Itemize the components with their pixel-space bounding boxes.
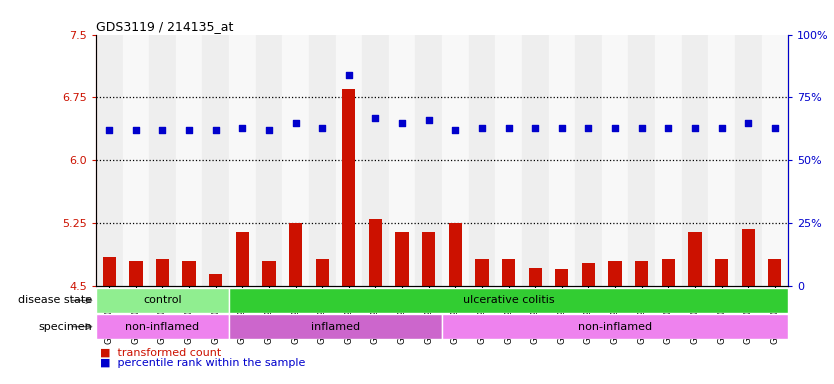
Bar (335, 35, 362, 286)
Bar (502, 259, 515, 286)
Bar (96, 314, 229, 339)
Bar (741, 229, 755, 286)
Point (529, 124, 542, 131)
Bar (449, 223, 462, 286)
Bar (123, 35, 149, 286)
Bar (209, 273, 223, 286)
Text: ■  transformed count: ■ transformed count (100, 348, 221, 358)
Point (582, 124, 595, 131)
Bar (609, 261, 621, 286)
Bar (442, 35, 469, 286)
Bar (735, 35, 761, 286)
Point (315, 124, 329, 131)
Point (262, 127, 275, 133)
Bar (289, 223, 302, 286)
Bar (688, 232, 701, 286)
Bar (442, 314, 788, 339)
Bar (661, 259, 675, 286)
Point (555, 124, 569, 131)
Bar (369, 219, 382, 286)
Text: non-inflamed: non-inflamed (125, 321, 199, 332)
Point (342, 72, 355, 78)
Point (289, 119, 302, 126)
Point (688, 124, 701, 131)
Point (369, 114, 382, 121)
Point (635, 124, 648, 131)
Bar (495, 35, 522, 286)
Bar (422, 232, 435, 286)
Bar (263, 261, 275, 286)
Bar (415, 35, 442, 286)
Bar (103, 257, 116, 286)
Bar (475, 259, 489, 286)
Point (103, 127, 116, 133)
Bar (522, 35, 549, 286)
Bar (389, 35, 415, 286)
Text: control: control (143, 295, 182, 306)
Bar (176, 35, 203, 286)
Text: specimen: specimen (38, 321, 92, 332)
Bar (555, 269, 569, 286)
Point (768, 124, 781, 131)
Bar (149, 35, 176, 286)
Point (609, 124, 622, 131)
Point (502, 124, 515, 131)
Bar (229, 35, 256, 286)
Point (156, 127, 169, 133)
Bar (282, 35, 309, 286)
Bar (229, 288, 788, 313)
Point (661, 124, 675, 131)
Bar (156, 259, 169, 286)
Bar (761, 35, 788, 286)
Text: non-inflamed: non-inflamed (578, 321, 652, 332)
Bar (96, 288, 229, 313)
Bar (96, 35, 123, 286)
Bar (602, 35, 628, 286)
Bar (582, 263, 595, 286)
Point (209, 127, 223, 133)
Text: GDS3119 / 214135_at: GDS3119 / 214135_at (96, 20, 234, 33)
Point (129, 127, 143, 133)
Point (715, 124, 728, 131)
Bar (183, 261, 196, 286)
Bar (203, 35, 229, 286)
Bar (129, 261, 143, 286)
Text: inflamed: inflamed (311, 321, 360, 332)
Point (741, 119, 755, 126)
Bar (681, 35, 708, 286)
Bar (549, 35, 575, 286)
Point (395, 119, 409, 126)
Bar (529, 268, 542, 286)
Bar (469, 35, 495, 286)
Bar (256, 35, 282, 286)
Point (449, 127, 462, 133)
Bar (315, 259, 329, 286)
Bar (342, 89, 355, 286)
Text: ulcerative colitis: ulcerative colitis (463, 295, 555, 306)
Bar (628, 35, 655, 286)
Bar (236, 232, 249, 286)
Bar (768, 259, 781, 286)
Bar (309, 35, 335, 286)
Text: disease state: disease state (18, 295, 92, 306)
Point (183, 127, 196, 133)
Bar (708, 35, 735, 286)
Bar (635, 261, 648, 286)
Text: ■  percentile rank within the sample: ■ percentile rank within the sample (100, 358, 305, 368)
Point (422, 117, 435, 123)
Bar (395, 232, 409, 286)
Bar (715, 259, 728, 286)
Point (236, 124, 249, 131)
Bar (575, 35, 602, 286)
Bar (362, 35, 389, 286)
Point (475, 124, 489, 131)
Bar (229, 314, 442, 339)
Bar (655, 35, 681, 286)
